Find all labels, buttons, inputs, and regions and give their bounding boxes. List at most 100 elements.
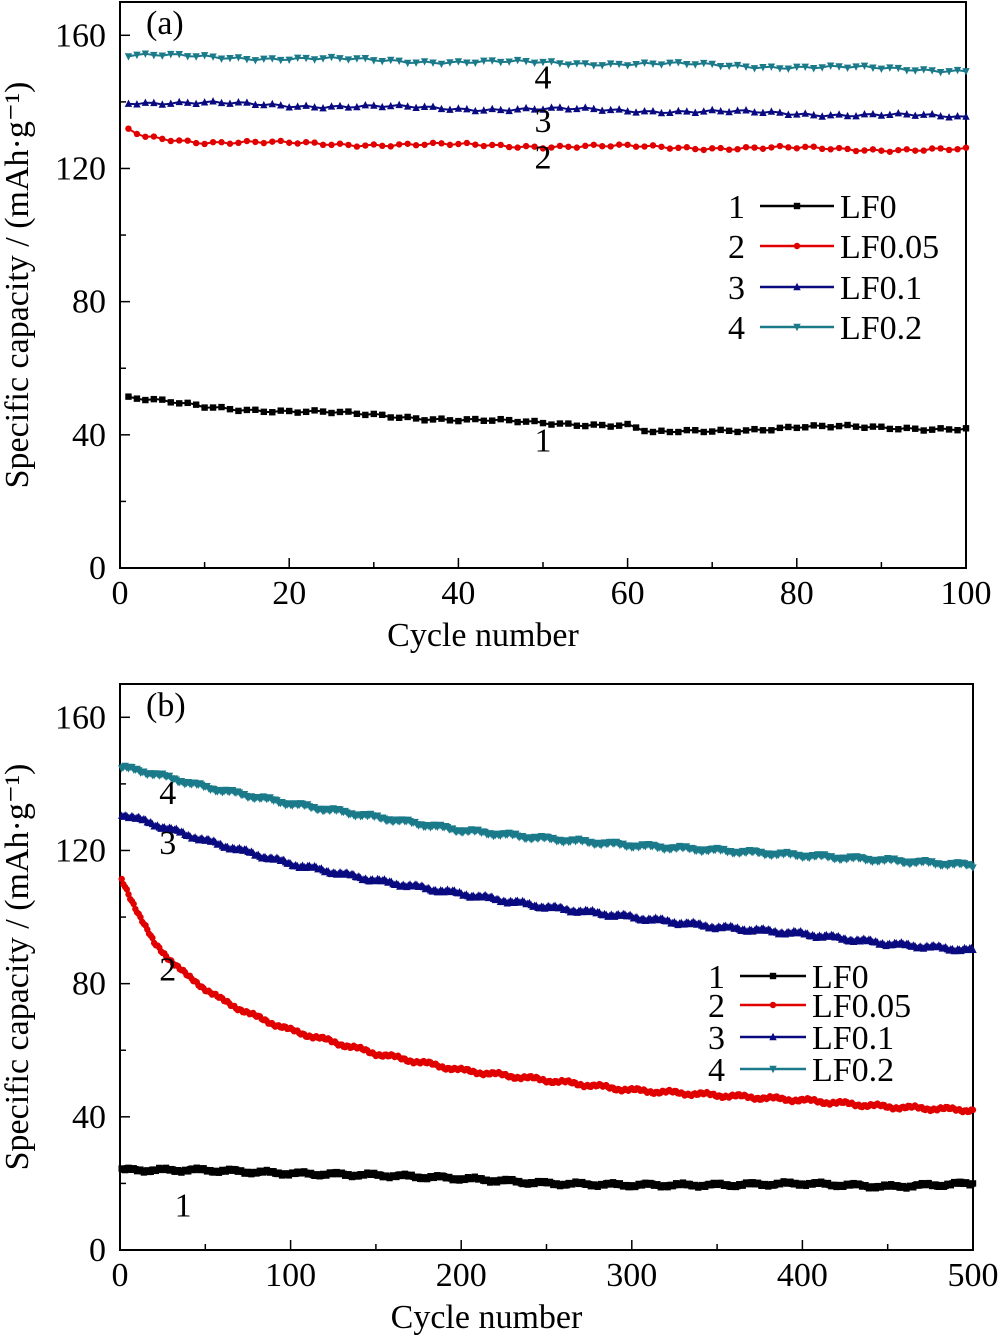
data-point	[776, 65, 784, 73]
data-point	[666, 59, 674, 68]
data-point	[268, 55, 276, 63]
y-tick-label: 0	[89, 1232, 106, 1269]
data-point	[734, 428, 741, 436]
y-tick-label: 40	[72, 417, 106, 454]
data-point	[370, 101, 378, 109]
data-point	[861, 424, 868, 431]
data-point	[641, 143, 648, 150]
series-line-LF0.2	[128, 52, 967, 74]
data-point	[497, 415, 504, 423]
data-point	[615, 141, 623, 148]
data-point	[176, 400, 183, 407]
data-point	[709, 145, 716, 152]
data-point	[184, 399, 191, 407]
data-point	[336, 101, 344, 110]
data-point	[936, 111, 945, 120]
data-point	[683, 60, 691, 69]
data-point	[725, 146, 733, 153]
legend-marker	[793, 242, 801, 250]
data-point	[200, 52, 209, 60]
data-point	[497, 141, 504, 149]
data-point	[793, 424, 800, 432]
data-point	[125, 393, 132, 400]
data-point	[564, 61, 573, 69]
data-point	[903, 424, 910, 432]
data-point	[184, 137, 191, 144]
data-point	[564, 105, 573, 113]
y-tick-label: 80	[72, 284, 106, 321]
data-point	[513, 105, 522, 113]
data-point	[336, 408, 344, 416]
data-point	[894, 109, 903, 117]
data-point	[606, 60, 615, 68]
y-tick-label: 160	[55, 17, 106, 54]
data-point	[733, 106, 742, 114]
data-point	[395, 100, 403, 109]
y-axis-title: Specific capacity / (mAh·g⁻¹)	[0, 764, 36, 1171]
data-point	[379, 411, 386, 419]
data-point	[674, 106, 683, 115]
data-point	[869, 64, 877, 72]
data-point	[251, 100, 260, 109]
data-point	[379, 142, 386, 150]
data-point	[277, 137, 284, 145]
data-point	[717, 426, 724, 434]
data-point	[387, 101, 395, 110]
legend-marker	[793, 282, 801, 291]
data-point	[404, 413, 411, 421]
x-tick-label: 200	[436, 1257, 487, 1294]
data-point	[454, 58, 463, 66]
curve-label-2: 2	[159, 951, 176, 988]
data-point	[810, 422, 817, 429]
series-LF0.2	[124, 50, 970, 77]
curve-label-1: 1	[535, 422, 552, 459]
data-point	[582, 142, 589, 150]
data-point	[412, 415, 420, 422]
data-point	[632, 424, 640, 431]
y-tick-label: 120	[55, 832, 106, 869]
data-point	[387, 143, 394, 150]
data-point	[683, 426, 691, 434]
data-point	[810, 143, 817, 150]
data-point	[844, 145, 851, 153]
data-point	[843, 111, 852, 120]
data-point	[640, 106, 649, 115]
x-tick-label: 400	[777, 1257, 828, 1294]
data-point	[818, 422, 826, 430]
data-point	[937, 425, 944, 432]
series-LF0.1	[118, 811, 977, 955]
data-point	[302, 54, 310, 63]
data-point	[886, 425, 894, 433]
y-tick-label: 0	[89, 550, 106, 587]
data-point	[260, 139, 268, 147]
series-LF0	[118, 1164, 977, 1192]
data-point	[590, 141, 597, 148]
data-point	[192, 401, 200, 408]
data-point	[920, 110, 928, 118]
data-point	[505, 58, 513, 66]
legend-number: 2	[708, 988, 725, 1025]
data-point	[708, 105, 716, 114]
data-point	[167, 50, 175, 59]
data-point	[700, 59, 708, 68]
data-point	[124, 99, 133, 107]
data-point	[361, 54, 370, 63]
data-point	[843, 64, 852, 73]
data-point	[420, 58, 429, 66]
data-point	[463, 416, 471, 423]
data-point	[125, 125, 132, 132]
data-point	[201, 404, 208, 411]
data-point	[666, 145, 674, 152]
data-point	[438, 140, 445, 147]
data-point	[235, 407, 242, 415]
x-tick-label: 40	[441, 575, 475, 612]
x-tick-label: 20	[272, 575, 306, 612]
data-point	[472, 141, 479, 148]
data-point	[928, 67, 936, 75]
data-point	[412, 142, 420, 149]
legend-marker	[769, 972, 777, 980]
data-point	[142, 396, 149, 404]
data-point	[708, 60, 716, 69]
data-point	[801, 63, 809, 71]
